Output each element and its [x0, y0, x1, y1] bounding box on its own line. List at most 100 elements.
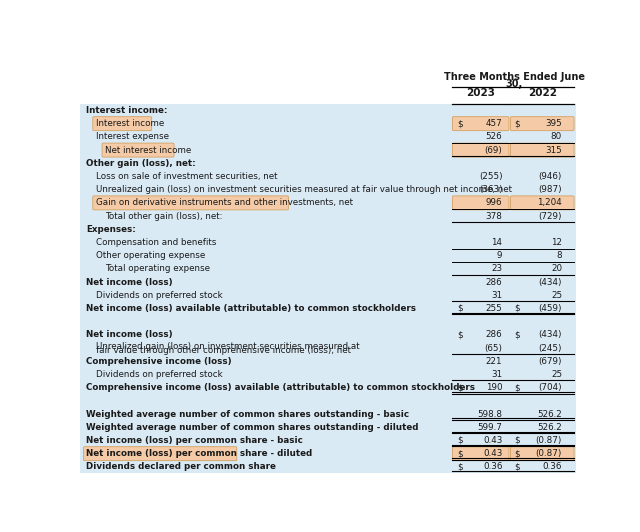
Text: $: $ [515, 330, 520, 339]
Text: Net income (loss): Net income (loss) [86, 278, 173, 287]
FancyBboxPatch shape [452, 117, 509, 131]
FancyBboxPatch shape [93, 196, 289, 210]
Text: $: $ [515, 436, 520, 445]
Text: 0.43: 0.43 [483, 436, 502, 445]
Bar [80, 421, 576, 434]
Text: 526: 526 [486, 132, 502, 142]
Text: 8: 8 [556, 251, 562, 260]
Bar [80, 183, 576, 196]
FancyBboxPatch shape [93, 117, 152, 131]
Text: 378: 378 [486, 212, 502, 221]
Text: Net income (loss) per common share - basic: Net income (loss) per common share - bas… [86, 436, 303, 445]
Text: 31: 31 [492, 370, 502, 379]
Bar [80, 355, 576, 368]
Text: 12: 12 [551, 238, 562, 247]
Text: 395: 395 [545, 119, 562, 128]
Text: $: $ [457, 462, 463, 471]
Text: Other gain (loss), net:: Other gain (loss), net: [86, 159, 196, 168]
Text: 0.43: 0.43 [483, 449, 502, 458]
FancyBboxPatch shape [83, 447, 237, 461]
Text: Dividends on preferred stock: Dividends on preferred stock [95, 291, 222, 300]
Text: Net income (loss) available (attributable) to common stockholders: Net income (loss) available (attributabl… [86, 304, 416, 313]
Text: (704): (704) [538, 383, 562, 392]
Text: $: $ [457, 304, 463, 313]
Text: Comprehensive income (loss) available (attributable) to common stockholders: Comprehensive income (loss) available (a… [86, 383, 475, 392]
Text: Net income (loss) per common share - diluted: Net income (loss) per common share - dil… [86, 449, 312, 458]
Bar [80, 368, 576, 381]
Text: Unrealized gain (loss) on investment securities measured at fair value through n: Unrealized gain (loss) on investment sec… [95, 185, 511, 194]
Text: (65): (65) [484, 344, 502, 353]
Text: 255: 255 [486, 304, 502, 313]
Text: 221: 221 [486, 357, 502, 366]
Text: (679): (679) [538, 357, 562, 366]
Text: 14: 14 [492, 238, 502, 247]
Text: Interest expense: Interest expense [95, 132, 168, 142]
Bar [80, 447, 576, 460]
Text: $: $ [515, 119, 520, 128]
Bar [80, 236, 576, 249]
Text: Weighted average number of common shares outstanding - basic: Weighted average number of common shares… [86, 410, 410, 419]
Text: 190: 190 [486, 383, 502, 392]
Text: (946): (946) [539, 172, 562, 181]
Text: 9: 9 [497, 251, 502, 260]
Bar [80, 394, 576, 408]
Text: 598.8: 598.8 [477, 410, 502, 419]
FancyBboxPatch shape [511, 196, 574, 210]
FancyBboxPatch shape [511, 447, 574, 461]
Text: 20: 20 [551, 264, 562, 273]
Text: 2023: 2023 [466, 88, 495, 98]
Bar [80, 460, 576, 473]
Text: $: $ [515, 304, 520, 313]
Text: Three Months Ended June: Three Months Ended June [444, 71, 584, 81]
Text: (363): (363) [479, 185, 502, 194]
Text: 23: 23 [492, 264, 502, 273]
Bar [80, 276, 576, 289]
Text: $: $ [457, 436, 463, 445]
Text: (0.87): (0.87) [536, 449, 562, 458]
Text: (69): (69) [484, 146, 502, 155]
Bar [80, 262, 576, 276]
Text: $: $ [457, 119, 463, 128]
Text: Interest income:: Interest income: [86, 106, 168, 115]
Text: 31: 31 [492, 291, 502, 300]
Text: 996: 996 [486, 198, 502, 207]
Text: 0.36: 0.36 [483, 462, 502, 471]
Text: Net interest income: Net interest income [105, 146, 191, 155]
Text: $: $ [515, 383, 520, 392]
Text: fair value through other comprehensive income (loss), net: fair value through other comprehensive i… [95, 346, 351, 355]
Text: Unrealized gain (loss) on investment securities measured at: Unrealized gain (loss) on investment sec… [95, 342, 359, 351]
Bar [80, 328, 576, 342]
Bar [80, 249, 576, 262]
FancyBboxPatch shape [511, 143, 574, 157]
Text: (434): (434) [538, 330, 562, 339]
FancyBboxPatch shape [452, 196, 509, 210]
Text: 30,: 30, [506, 79, 523, 89]
Bar [80, 104, 576, 117]
Text: 457: 457 [486, 119, 502, 128]
FancyBboxPatch shape [452, 143, 509, 157]
Text: Compensation and benefits: Compensation and benefits [95, 238, 216, 247]
Text: Dividends on preferred stock: Dividends on preferred stock [95, 370, 222, 379]
Text: 1,204: 1,204 [538, 198, 562, 207]
Text: $: $ [457, 330, 463, 339]
Bar [80, 381, 576, 394]
Bar [80, 289, 576, 302]
Text: $: $ [515, 449, 520, 458]
Text: 526.2: 526.2 [538, 423, 562, 432]
Bar [80, 210, 576, 223]
Text: 526.2: 526.2 [538, 410, 562, 419]
Text: 286: 286 [486, 278, 502, 287]
Text: 315: 315 [545, 146, 562, 155]
Text: 25: 25 [551, 291, 562, 300]
Text: Gain on derivative instruments and other investments, net: Gain on derivative instruments and other… [95, 198, 353, 207]
FancyBboxPatch shape [511, 117, 574, 131]
Text: 25: 25 [551, 370, 562, 379]
Text: 2022: 2022 [528, 88, 557, 98]
Bar [80, 434, 576, 447]
Bar [80, 342, 576, 355]
Text: Loss on sale of investment securities, net: Loss on sale of investment securities, n… [95, 172, 277, 181]
Bar [80, 157, 576, 170]
Text: (0.87): (0.87) [536, 436, 562, 445]
Bar [80, 64, 576, 104]
Text: (729): (729) [538, 212, 562, 221]
